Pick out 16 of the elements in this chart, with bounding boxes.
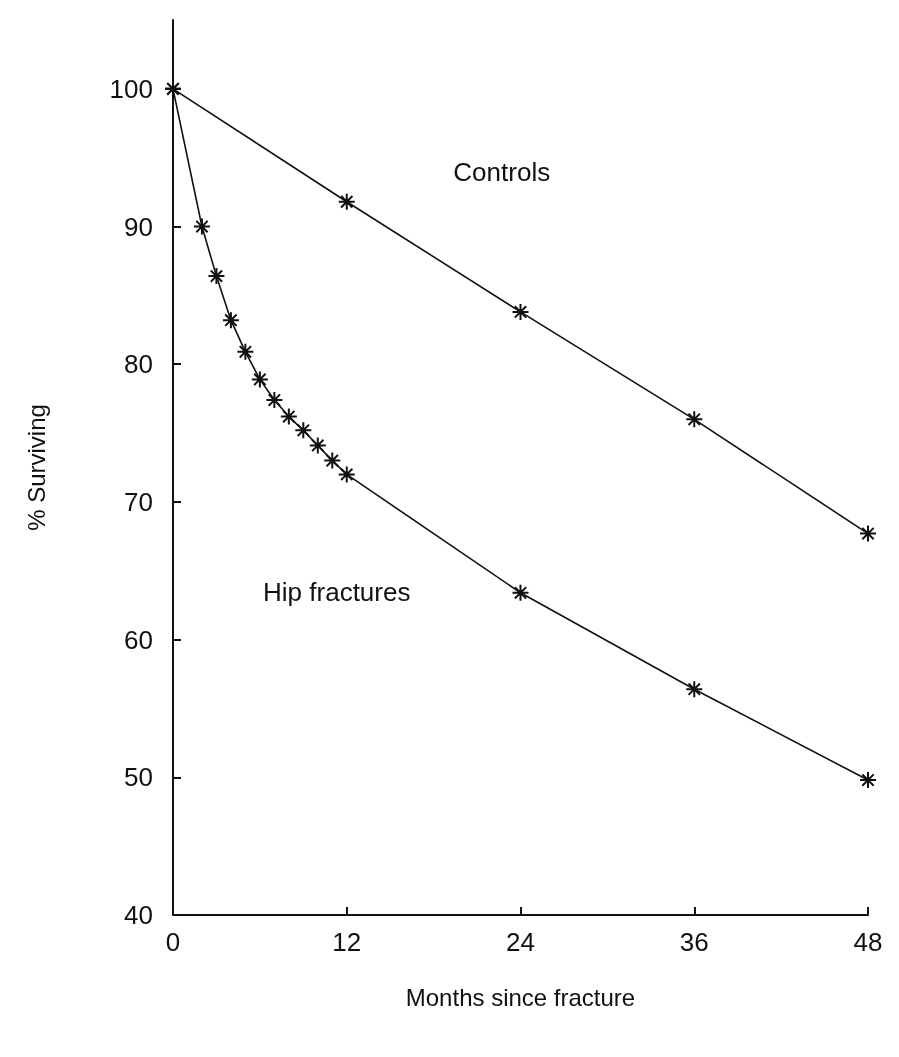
text: Controls <box>453 156 551 187</box>
x-tick-label: 48 <box>853 927 883 957</box>
x-tick-label: 12 <box>332 927 362 957</box>
x-axis-title: Months since fracture <box>405 983 636 1011</box>
y-tick-label: 80 <box>124 349 153 380</box>
y-axis-title: % Surviving <box>22 404 50 531</box>
x-tick-label: 24 <box>506 927 535 957</box>
y-tick-label: 60 <box>124 624 153 655</box>
series-label: Hip fractures <box>263 577 411 608</box>
y-tick-label: 100 <box>109 73 153 104</box>
y-tick-label: 40 <box>124 900 153 930</box>
y-tick-label: 90 <box>124 211 153 242</box>
y-tick-label: 50 <box>124 762 153 793</box>
y-tick-label: 70 <box>124 486 153 517</box>
x-tick-label: 0 <box>165 927 181 957</box>
x-tick-label: 36 <box>679 927 709 957</box>
